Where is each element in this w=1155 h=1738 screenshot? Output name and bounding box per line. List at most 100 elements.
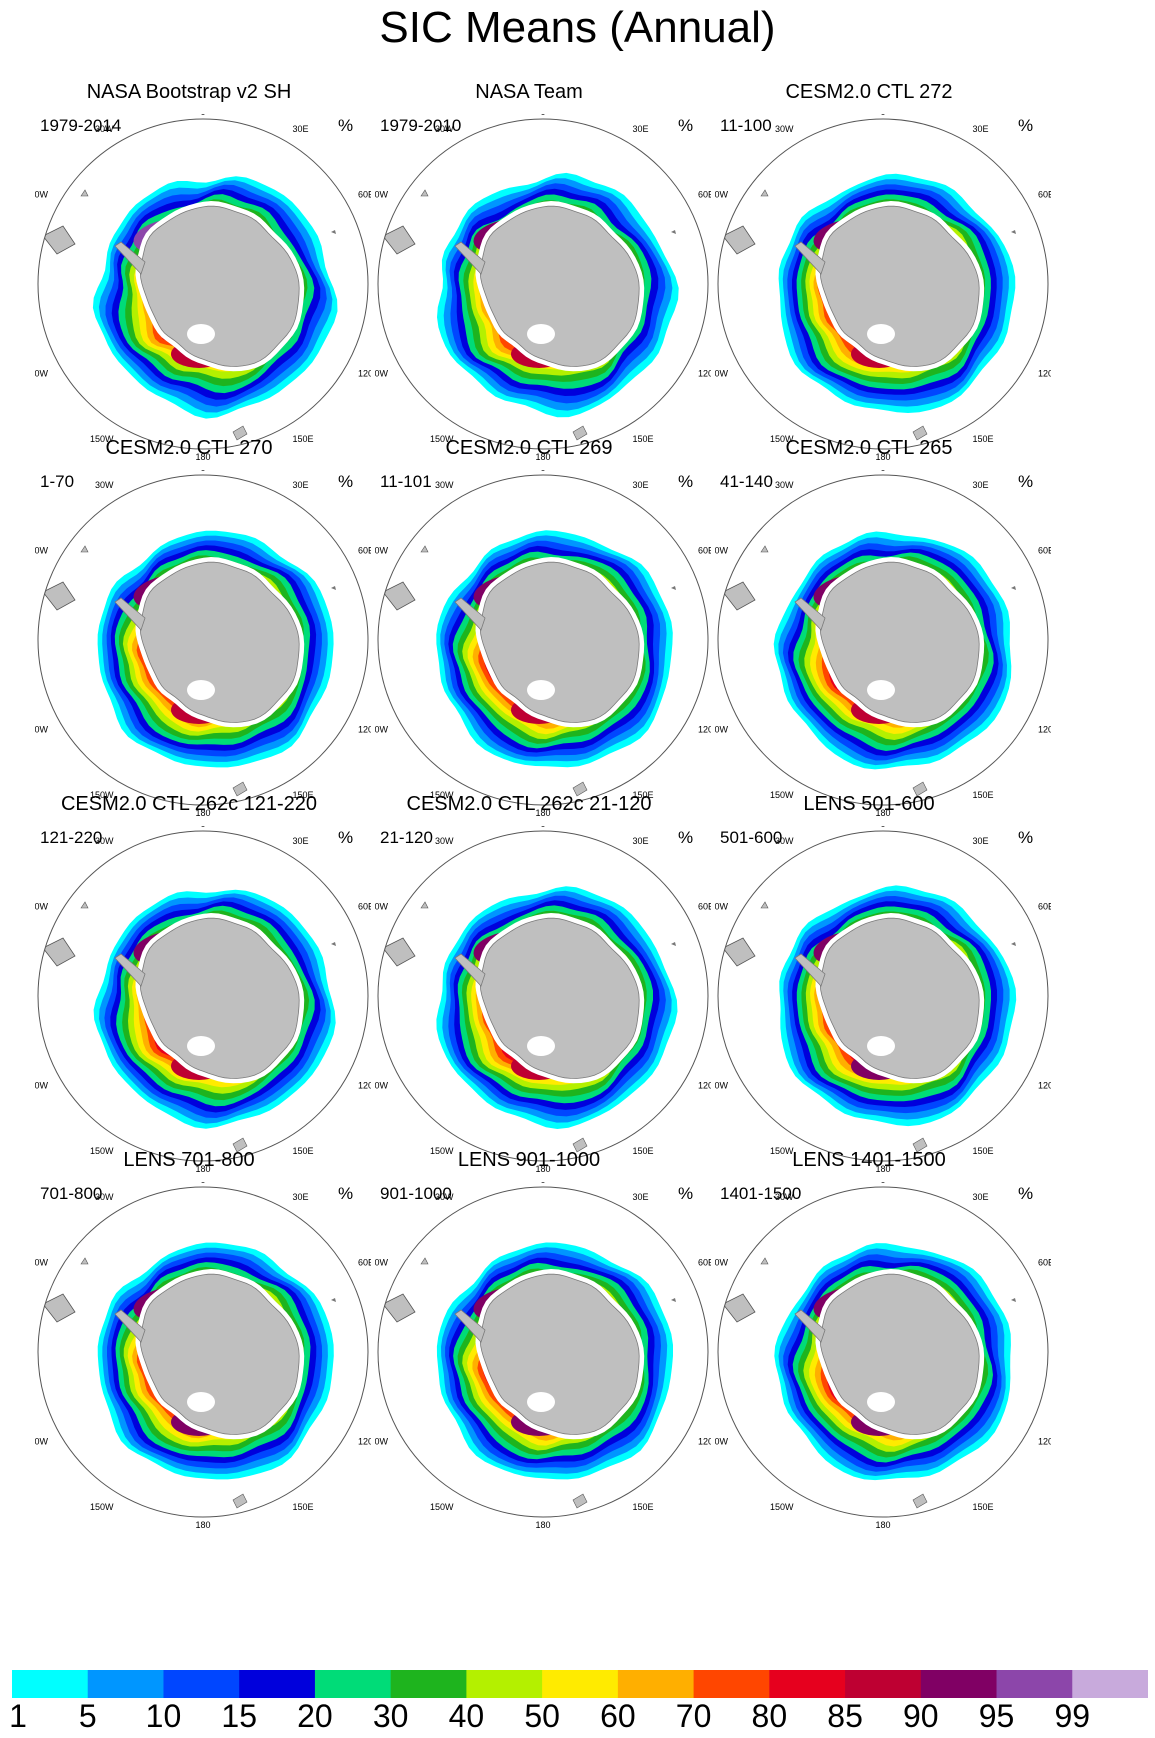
lon-label-150E: 150E bbox=[293, 1146, 314, 1156]
panel-period: 11-100 bbox=[720, 116, 772, 135]
antarctic-peninsula bbox=[454, 953, 486, 987]
polar-stereographic-map: 018030E30W60E60W90E90W120E120W150E150W bbox=[715, 1182, 1051, 1528]
falkland-islands bbox=[420, 189, 429, 197]
lon-label-150W: 150W bbox=[770, 790, 794, 800]
map-boundary bbox=[37, 474, 369, 806]
lon-label-120E: 120E bbox=[358, 1081, 371, 1091]
lon-label-30E: 30E bbox=[293, 1192, 309, 1202]
panel-unit: % bbox=[1018, 828, 1034, 847]
tasmania-island bbox=[572, 1137, 588, 1153]
lon-label-30W: 30W bbox=[435, 480, 454, 490]
panel-unit: % bbox=[338, 828, 354, 847]
falkland-islands bbox=[420, 901, 429, 909]
lon-label-bottom: 180 bbox=[875, 808, 890, 816]
panel-title: NASA Bootstrap v2 SH bbox=[86, 81, 292, 103]
antarctica-land bbox=[139, 917, 300, 1079]
tasmania-island bbox=[912, 1493, 928, 1509]
lon-label-60E: 60E bbox=[698, 190, 711, 200]
lon-label-bottom: 180 bbox=[535, 808, 550, 816]
lon-label-120W: 120W bbox=[715, 1081, 728, 1091]
ross-ice-shelf bbox=[187, 680, 215, 700]
lon-label-60W: 60W bbox=[35, 902, 48, 912]
kerguelen-island bbox=[331, 942, 336, 946]
colorbar-label: 50 bbox=[524, 1698, 560, 1734]
panel-period: 901-1000 bbox=[380, 1184, 452, 1203]
map-panel: CESM2.0 CTL 2701-70%018030E30W60E60W90E9… bbox=[0, 356, 378, 816]
lon-label-bottom: 180 bbox=[875, 1164, 890, 1172]
lon-label-30W: 30W bbox=[95, 124, 114, 134]
antarctica-land bbox=[139, 205, 300, 367]
colorbar-segment-80 bbox=[769, 1670, 846, 1698]
colorbar-label: 10 bbox=[145, 1698, 182, 1734]
antarctic-peninsula bbox=[114, 597, 146, 631]
lon-label-bottom: 180 bbox=[875, 452, 890, 460]
polar-stereographic-map: 018030E30W60E60W90E90W120E120W150E150W bbox=[715, 826, 1051, 1172]
falkland-islands bbox=[420, 1257, 429, 1265]
panel-unit: % bbox=[1018, 472, 1034, 491]
kerguelen-island bbox=[1011, 942, 1016, 946]
lon-label-30W: 30W bbox=[435, 1192, 454, 1202]
lon-label-120W: 120W bbox=[715, 1437, 728, 1447]
antarctica-land bbox=[819, 1273, 980, 1435]
falkland-islands bbox=[80, 901, 89, 909]
colorbar-label: 15 bbox=[221, 1698, 257, 1734]
sic-field bbox=[722, 885, 1017, 1153]
south-america-tip bbox=[722, 937, 756, 967]
lon-label-30E: 30E bbox=[973, 836, 989, 846]
lon-label-150E: 150E bbox=[633, 790, 654, 800]
colorbar-segment-85 bbox=[845, 1670, 922, 1698]
lon-label-120W: 120W bbox=[375, 1081, 388, 1091]
falkland-islands bbox=[760, 189, 769, 197]
ross-ice-shelf bbox=[867, 1392, 895, 1412]
map-panel: CESM2.0 CTL 26911-101%018030E30W60E60W90… bbox=[340, 356, 718, 816]
lon-label-120W: 120W bbox=[35, 369, 48, 379]
lon-label-60W: 60W bbox=[375, 190, 388, 200]
ross-ice-shelf bbox=[187, 324, 215, 344]
lon-label-30E: 30E bbox=[633, 836, 649, 846]
lon-label-150W: 150W bbox=[770, 434, 794, 444]
lon-label-30E: 30E bbox=[973, 1192, 989, 1202]
lon-label-150W: 150W bbox=[770, 1502, 794, 1512]
sic-field bbox=[42, 176, 338, 441]
lon-label-150E: 150E bbox=[293, 790, 314, 800]
panel-period: 21-120 bbox=[380, 828, 433, 847]
sic-field bbox=[382, 1242, 676, 1509]
ross-ice-shelf bbox=[867, 324, 895, 344]
ross-ice-shelf bbox=[187, 1036, 215, 1056]
figure-title: SIC Means (Annual) bbox=[379, 3, 776, 52]
polar-stereographic-map: 018030E30W60E60W90E90W120E120W150E150W bbox=[715, 114, 1051, 460]
lon-label-30W: 30W bbox=[95, 480, 114, 490]
panel-unit: % bbox=[678, 472, 694, 491]
south-america-tip bbox=[382, 1293, 416, 1323]
lon-label-30E: 30E bbox=[633, 124, 649, 134]
lon-label-150E: 150E bbox=[973, 790, 994, 800]
map-panel: LENS 701-800701-800%018030E30W60E60W90E9… bbox=[0, 1068, 378, 1528]
lon-label-60E: 60E bbox=[358, 902, 371, 912]
lon-label-120W: 120W bbox=[715, 725, 728, 735]
lon-label-60E: 60E bbox=[358, 190, 371, 200]
lon-label-120E: 120E bbox=[1038, 1081, 1051, 1091]
lon-label-120W: 120W bbox=[35, 1081, 48, 1091]
lon-label-30W: 30W bbox=[775, 480, 794, 490]
lon-label-bottom: 180 bbox=[195, 1164, 210, 1172]
lon-label-30W: 30W bbox=[435, 836, 454, 846]
lon-label-150E: 150E bbox=[633, 1502, 654, 1512]
sic-field bbox=[42, 889, 336, 1153]
map-panel: LENS 1401-1500 1401-1500% 0 180 30E 30W 60E 60W… bbox=[680, 1068, 1058, 1528]
map-panel: CESM2.0 CTL 262c 121-220 121-220% 0 180 30E 3… bbox=[0, 712, 378, 1172]
south-america-tip bbox=[722, 225, 756, 255]
antarctic-peninsula bbox=[114, 241, 146, 275]
panel-title: LENS 1401-1500 bbox=[792, 1149, 946, 1171]
tasmania-island bbox=[572, 425, 588, 441]
lon-label-top: 0 bbox=[540, 470, 545, 473]
lon-label-120E: 120E bbox=[358, 1437, 371, 1447]
south-america-tip bbox=[382, 937, 416, 967]
lon-label-150W: 150W bbox=[90, 434, 114, 444]
polar-stereographic-map: 018030E30W60E60W90E90W120E120W150E150W bbox=[35, 470, 371, 816]
kerguelen-island bbox=[331, 586, 336, 590]
south-america-tip bbox=[382, 225, 416, 255]
south-america-tip bbox=[722, 581, 756, 611]
lon-label-120E: 120E bbox=[358, 725, 371, 735]
panel-period: 1401-1500 bbox=[720, 1184, 802, 1203]
map-boundary bbox=[717, 830, 1049, 1162]
